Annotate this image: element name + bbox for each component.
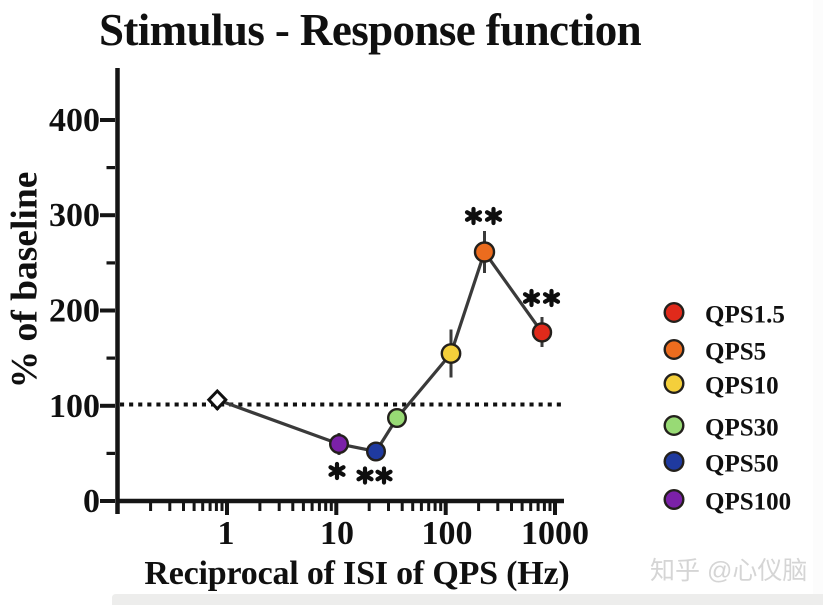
svg-text:Stimulus - Response function: Stimulus - Response function <box>99 5 642 55</box>
svg-text:200: 200 <box>49 293 100 330</box>
svg-text:100: 100 <box>49 388 100 425</box>
svg-text:知乎 @心仪脑: 知乎 @心仪脑 <box>650 557 807 585</box>
svg-text:QPS10: QPS10 <box>705 373 779 400</box>
svg-text:0: 0 <box>83 483 100 520</box>
svg-text:300: 300 <box>49 197 100 234</box>
svg-text:400: 400 <box>49 102 100 139</box>
svg-text:QPS50: QPS50 <box>705 451 779 478</box>
svg-text:100: 100 <box>422 515 473 552</box>
svg-text:10: 10 <box>320 515 354 552</box>
svg-text:QPS100: QPS100 <box>705 489 791 516</box>
svg-text:Reciprocal of ISI of QPS (Hz): Reciprocal of ISI of QPS (Hz) <box>144 555 569 592</box>
svg-text:% of baseline: % of baseline <box>5 172 46 389</box>
svg-text:QPS5: QPS5 <box>705 339 766 366</box>
svg-text:QPS30: QPS30 <box>705 415 779 442</box>
svg-text:QPS1.5: QPS1.5 <box>705 302 785 329</box>
svg-text:1000: 1000 <box>521 515 589 552</box>
svg-text:1: 1 <box>218 515 235 552</box>
